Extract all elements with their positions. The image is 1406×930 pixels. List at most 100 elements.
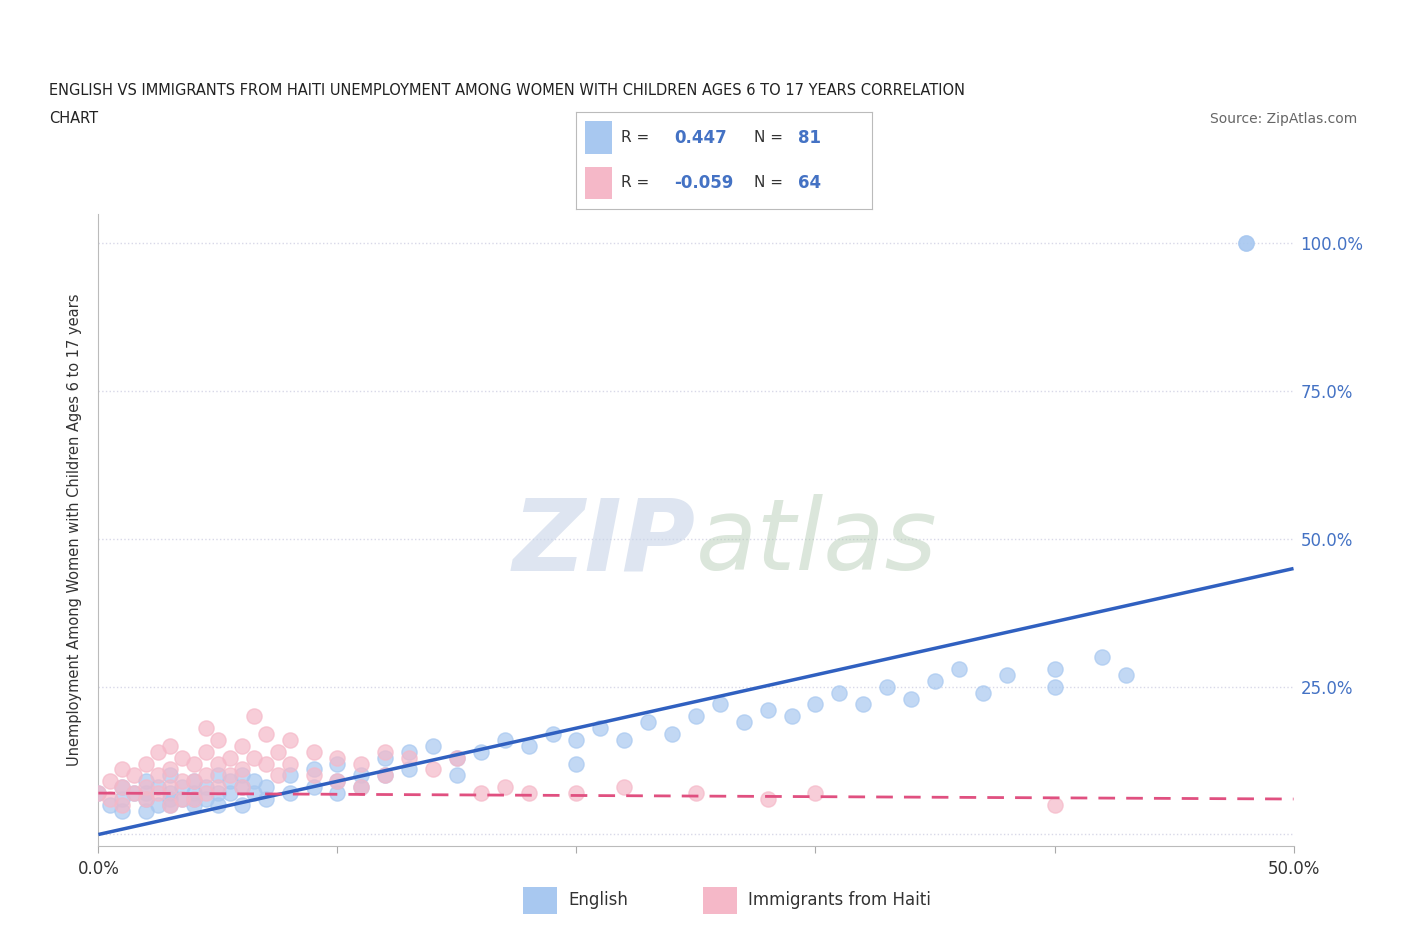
Text: 0.447: 0.447 <box>673 129 727 147</box>
Point <box>159 786 181 801</box>
Point <box>194 768 218 783</box>
Point <box>302 762 325 777</box>
Point <box>326 751 349 765</box>
Point <box>948 661 970 676</box>
Point <box>852 697 875 711</box>
Point <box>494 779 516 794</box>
Point <box>194 721 218 736</box>
Point <box>207 756 229 771</box>
Point <box>243 709 266 724</box>
Point <box>194 744 218 759</box>
Point <box>350 779 373 794</box>
Point <box>398 762 420 777</box>
Point <box>135 774 157 789</box>
Point <box>194 786 218 801</box>
Text: atlas: atlas <box>696 494 938 591</box>
Point <box>207 798 229 813</box>
Point <box>231 738 253 753</box>
Text: R =: R = <box>620 176 650 191</box>
Point <box>148 744 170 759</box>
Point <box>159 798 181 813</box>
Text: ZIP: ZIP <box>513 494 696 591</box>
Point <box>494 733 516 748</box>
Point <box>326 756 349 771</box>
Point <box>1234 236 1257 251</box>
Point <box>350 779 373 794</box>
Point <box>159 791 181 806</box>
Point <box>685 709 707 724</box>
Point <box>756 703 779 718</box>
Point <box>87 786 110 801</box>
Point <box>733 715 755 730</box>
Bar <box>703 887 737 914</box>
Point <box>613 733 636 748</box>
Text: CHART: CHART <box>49 111 98 126</box>
Point <box>302 768 325 783</box>
Point <box>219 768 242 783</box>
Point <box>135 791 157 806</box>
Point <box>231 779 253 794</box>
Point <box>541 726 564 741</box>
Point <box>350 756 373 771</box>
Point <box>278 756 301 771</box>
Point <box>98 774 122 789</box>
Point <box>87 786 110 801</box>
Bar <box>585 122 612 153</box>
Point <box>278 768 301 783</box>
Point <box>98 791 122 806</box>
Text: 81: 81 <box>799 129 821 147</box>
Point <box>326 774 349 789</box>
Point <box>135 804 157 818</box>
Point <box>278 733 301 748</box>
Point <box>470 744 492 759</box>
Point <box>374 768 396 783</box>
Point <box>637 715 659 730</box>
Point <box>517 738 540 753</box>
Point <box>709 697 731 711</box>
Point <box>924 673 946 688</box>
Point <box>565 786 588 801</box>
Point <box>1091 650 1114 665</box>
Point <box>1115 668 1137 683</box>
Y-axis label: Unemployment Among Women with Children Ages 6 to 17 years: Unemployment Among Women with Children A… <box>67 294 83 766</box>
Point <box>172 751 194 765</box>
Point <box>1234 236 1257 251</box>
Point <box>613 779 636 794</box>
Point <box>219 786 242 801</box>
Point <box>302 779 325 794</box>
Point <box>172 779 194 794</box>
Point <box>876 679 898 694</box>
Point <box>183 791 205 806</box>
Point <box>207 779 229 794</box>
Point <box>398 751 420 765</box>
Point <box>446 768 468 783</box>
Point <box>183 774 205 789</box>
Point <box>183 756 205 771</box>
Point <box>278 786 301 801</box>
Text: N =: N = <box>754 176 783 191</box>
Point <box>183 798 205 813</box>
Point <box>148 786 170 801</box>
Point <box>374 751 396 765</box>
Point <box>565 756 588 771</box>
Point <box>111 804 134 818</box>
Point <box>111 762 134 777</box>
Point <box>194 791 218 806</box>
Point <box>326 786 349 801</box>
Text: English: English <box>568 891 628 909</box>
Point <box>398 744 420 759</box>
Point <box>98 798 122 813</box>
Point <box>589 721 612 736</box>
Point <box>159 768 181 783</box>
Point <box>159 779 181 794</box>
Point <box>207 733 229 748</box>
Point <box>1043 679 1066 694</box>
Point <box>124 768 146 783</box>
Point <box>517 786 540 801</box>
Point <box>422 762 444 777</box>
Point <box>780 709 803 724</box>
Text: R =: R = <box>620 130 650 145</box>
Point <box>219 751 242 765</box>
Point <box>148 779 170 794</box>
Point <box>243 751 266 765</box>
